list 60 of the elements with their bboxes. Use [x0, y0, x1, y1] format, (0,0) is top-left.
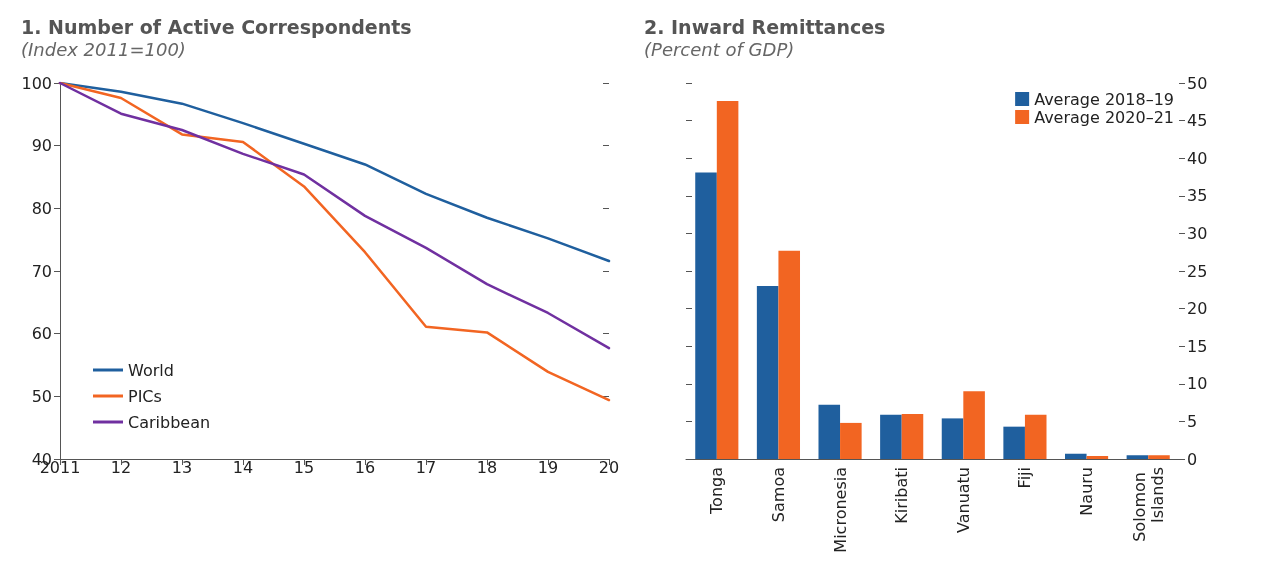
y-tick-label: 50: [31, 386, 52, 406]
chart-subtitle: (Index 2011=100): [21, 38, 186, 60]
bar: [880, 414, 902, 459]
bar: [941, 418, 964, 459]
y-tick-label: 80: [31, 198, 52, 218]
x-tick-label: Micronesia: [830, 467, 850, 553]
bar: [695, 172, 717, 459]
legend-label: Caribbean: [128, 412, 211, 432]
bar: [1024, 414, 1047, 459]
x-tick-label: Vanuatu: [953, 467, 973, 534]
x-tick-label: Nauru: [1077, 467, 1097, 516]
bar: [840, 422, 862, 459]
chart-subtitle: (Percent of GDP): [644, 38, 795, 60]
y-tick-label: 70: [31, 261, 52, 281]
y2-tick-label: 45: [1187, 111, 1208, 131]
chart-title: 1. Number of Active Correspondents: [21, 15, 412, 38]
bar: [963, 391, 985, 459]
legend-label: World: [128, 360, 174, 380]
bar: [818, 404, 841, 459]
y2-tick-label: 35: [1187, 186, 1208, 206]
x-tick-label: Tonga: [707, 467, 727, 515]
bar: [716, 101, 739, 459]
x-tick-label: Solomon Islands: [1129, 467, 1167, 542]
y2-tick-label: 30: [1187, 223, 1208, 243]
y2-tick-label: 0: [1187, 449, 1198, 469]
bar: [778, 250, 801, 459]
bar: [756, 286, 779, 459]
x-tick-label: 19: [537, 457, 559, 477]
y2-tick-label: 50: [1187, 73, 1208, 93]
bar: [901, 413, 924, 459]
bar: [1064, 453, 1087, 459]
x-tick-label: 20: [598, 457, 620, 477]
x-tick-label: 15: [293, 457, 315, 477]
legend-label: Average 2018–19: [1034, 89, 1175, 109]
x-tick-label: 14: [232, 457, 254, 477]
bar: [1003, 426, 1025, 459]
x-tick-label: 18: [476, 457, 498, 477]
y2-tick-label: 15: [1187, 336, 1208, 356]
y-tick-label: 100: [21, 73, 52, 93]
x-tick-label: 16: [354, 457, 376, 477]
y2-tick-label: 40: [1187, 148, 1208, 168]
y2-tick-label: 20: [1187, 299, 1208, 319]
x-tick-label: 13: [171, 457, 193, 477]
x-tick-label: Samoa: [768, 467, 788, 523]
bar: [1126, 455, 1149, 459]
y2-tick-label: 25: [1187, 261, 1208, 281]
x-tick-label: Kiribati: [892, 467, 912, 524]
bar: [1148, 455, 1170, 459]
bar: [1086, 455, 1109, 459]
legend-label: Average 2020–21: [1034, 107, 1175, 127]
legend-label: PICs: [128, 386, 162, 406]
chart-title: 2. Inward Remittances: [644, 15, 886, 38]
y-tick-label: 60: [31, 324, 52, 344]
x-tick-label: 17: [415, 457, 437, 477]
x-tick-label: 12: [110, 457, 132, 477]
y-tick-label: 90: [31, 136, 52, 156]
line-series: [58, 81, 611, 350]
x-tick-label: Fiji: [1015, 467, 1035, 489]
y2-tick-label: 10: [1187, 374, 1208, 394]
y2-tick-label: 5: [1187, 411, 1198, 431]
